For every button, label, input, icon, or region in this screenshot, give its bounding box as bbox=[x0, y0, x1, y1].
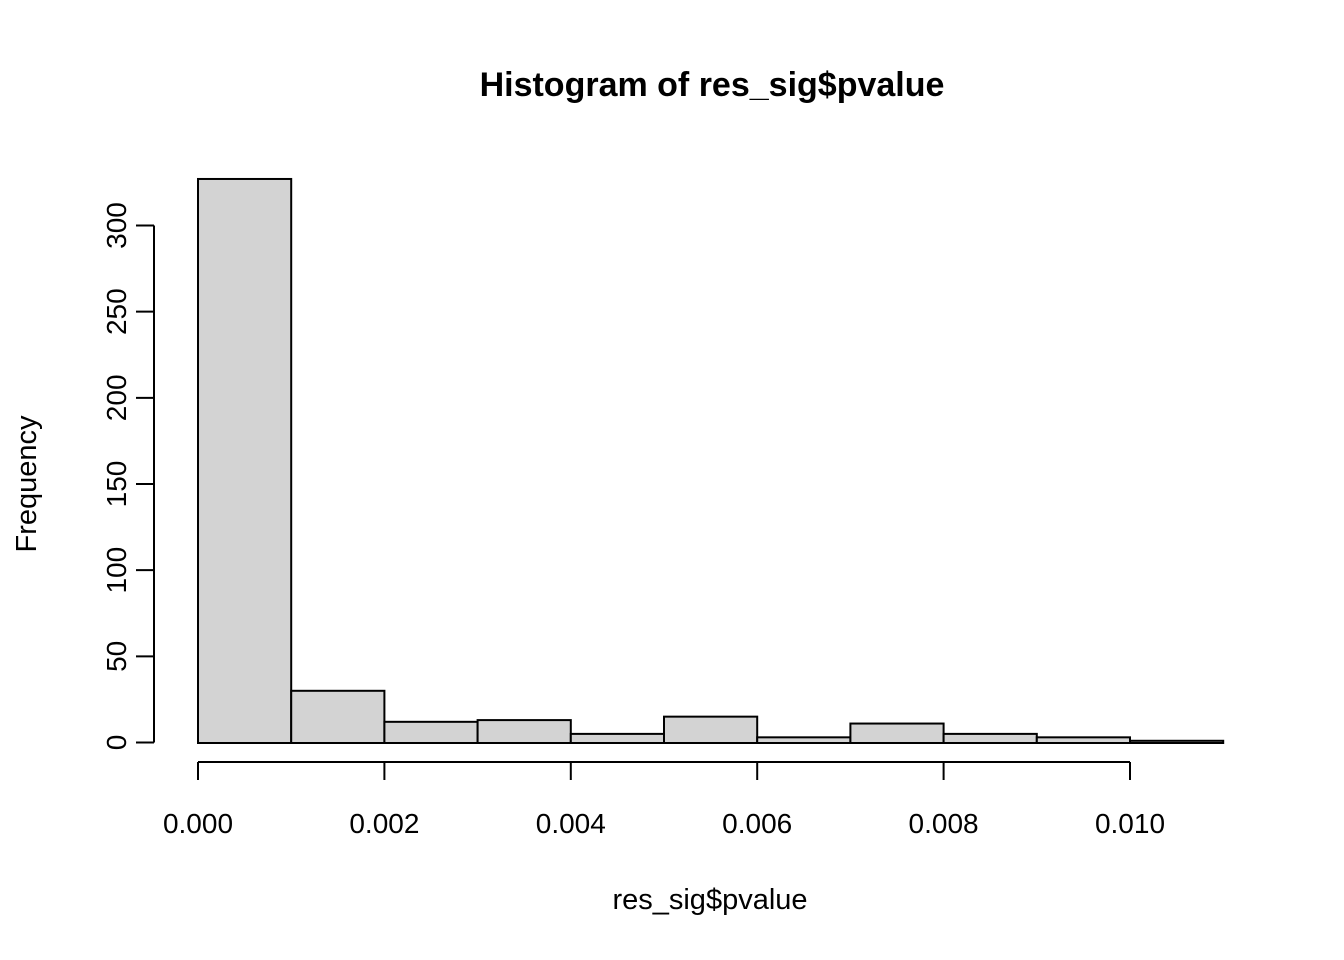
y-axis: 0 50 100 150 200 250 300 bbox=[101, 202, 155, 751]
histogram-bar bbox=[1129, 739, 1225, 745]
x-tick-label: 0.008 bbox=[909, 808, 979, 839]
histogram-bar bbox=[1035, 736, 1132, 745]
histogram-bar bbox=[476, 719, 572, 745]
y-tick-label: 100 bbox=[101, 547, 132, 594]
x-tick-label: 0.004 bbox=[536, 808, 606, 839]
y-tick-label: 50 bbox=[101, 641, 132, 672]
plot-title: Histogram of res_sig$pvalue bbox=[480, 66, 945, 104]
histogram-bar bbox=[569, 732, 665, 745]
x-tick-label: 0.006 bbox=[722, 808, 792, 839]
x-axis-label: res_sig$pvalue bbox=[612, 884, 807, 916]
x-tick-label: 0.000 bbox=[163, 808, 233, 839]
histogram-bar bbox=[849, 722, 945, 745]
x-tick-label: 0.002 bbox=[349, 808, 419, 839]
y-tick-label: 0 bbox=[101, 735, 132, 751]
histogram-bar bbox=[383, 720, 479, 745]
histogram-bar bbox=[197, 177, 293, 745]
y-tick-label: 250 bbox=[101, 288, 132, 335]
x-axis: 0.000 0.002 0.004 0.006 0.008 0.010 bbox=[163, 761, 1165, 839]
y-tick-label: 150 bbox=[101, 461, 132, 508]
histogram-bar bbox=[942, 732, 1038, 745]
histogram-bar bbox=[290, 689, 386, 744]
y-tick-label: 200 bbox=[101, 374, 132, 421]
histogram-bar bbox=[663, 715, 759, 745]
y-axis-label: Frequency bbox=[11, 415, 43, 553]
x-tick-label: 0.010 bbox=[1095, 808, 1165, 839]
histogram-bars bbox=[197, 177, 1225, 745]
histogram-bar bbox=[756, 736, 852, 745]
y-tick-label: 300 bbox=[101, 202, 132, 249]
